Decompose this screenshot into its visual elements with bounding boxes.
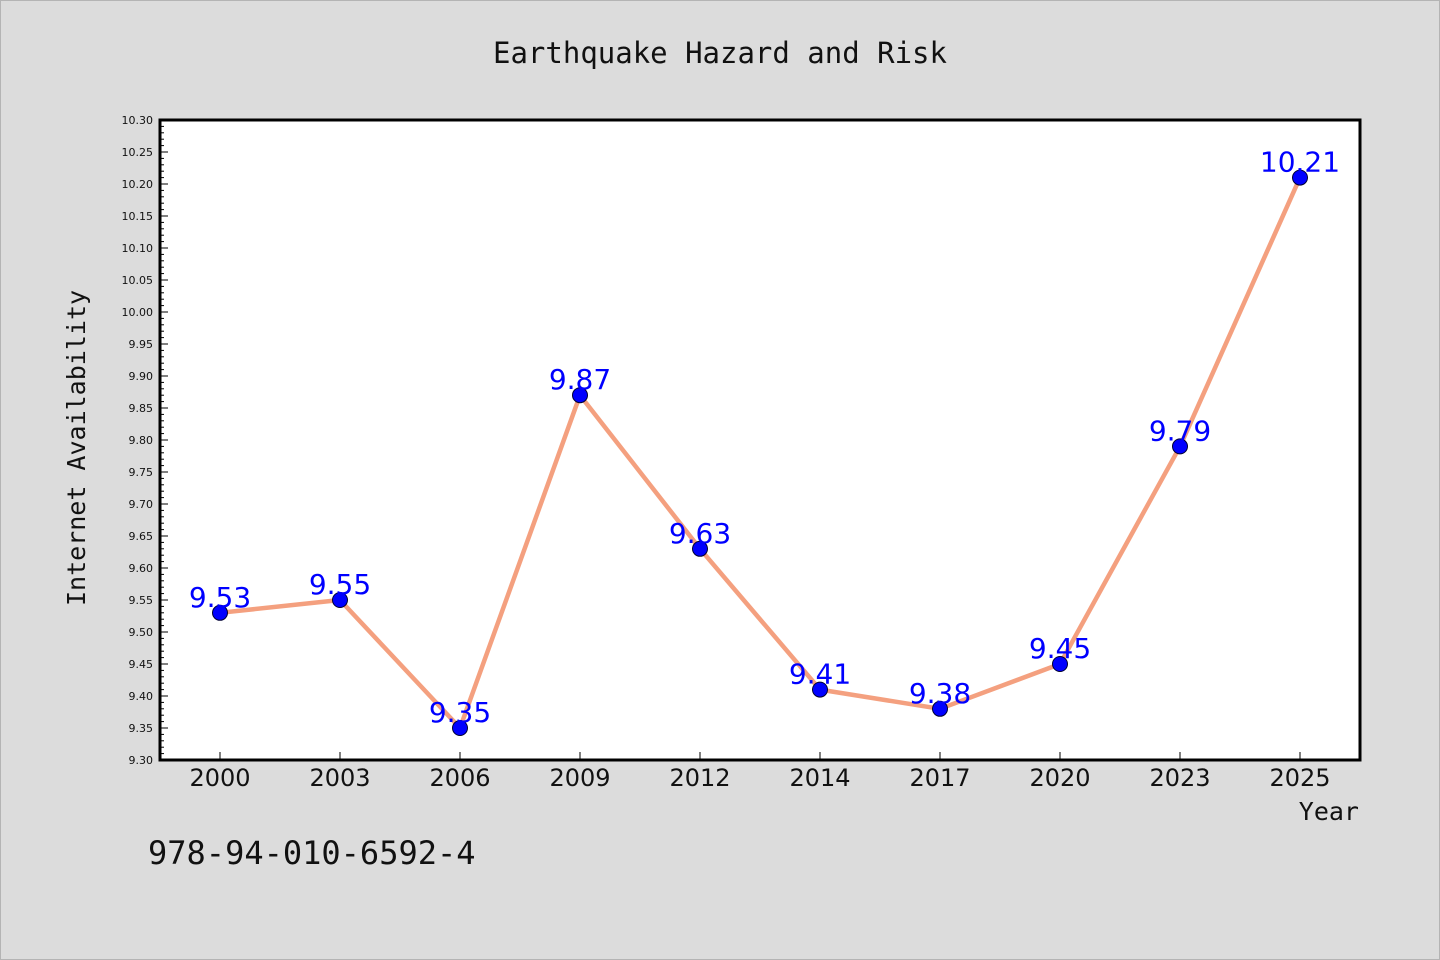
y-tick-label: 9.60 [129, 562, 154, 575]
x-axis: 2000 2003 2006 2009 2012 2014 2017 2020 2023 2025 [189, 752, 1331, 792]
y-tick-label: 9.40 [129, 690, 154, 703]
data-label: 9.53 [189, 581, 251, 614]
footnote-code: 978-94-010-6592-4 [148, 834, 476, 872]
data-point-marker [332, 592, 348, 608]
data-label: 9.45 [1029, 632, 1091, 665]
y-tick-label: 9.50 [129, 626, 154, 639]
data-point-marker [812, 681, 828, 698]
data-point-marker [212, 604, 228, 621]
chart-title: Earthquake Hazard and Risk [493, 36, 947, 70]
series-line [217, 175, 1303, 731]
data-label: 9.87 [549, 363, 611, 396]
data-label: 9.41 [789, 658, 851, 691]
data-label: 9.35 [429, 696, 491, 729]
marker-group [212, 169, 1308, 736]
data-point-marker [932, 700, 948, 717]
y-tick-label: 9.70 [129, 498, 154, 511]
data-label: 10.21 [1260, 146, 1340, 179]
data-label: 9.79 [1149, 414, 1211, 447]
y-tick-label: 9.80 [129, 434, 154, 447]
y-tick-label: 10.20 [122, 178, 154, 191]
plot-area [158, 118, 1362, 762]
y-tick-label: 10.25 [122, 146, 154, 159]
y-tick-label: 9.45 [129, 658, 154, 671]
y-tick-label: 10.05 [122, 274, 154, 287]
y-tick-label: 10.30 [122, 114, 154, 127]
y-tick-label: 10.00 [122, 306, 154, 319]
y-axis-label: Internet Availability [62, 290, 91, 606]
data-label: 9.55 [309, 568, 371, 601]
y-tick-label: 10.15 [122, 210, 154, 223]
y-tick-label: 9.85 [129, 402, 154, 415]
y-tick-label: 9.95 [129, 338, 154, 351]
data-point-marker [692, 540, 708, 557]
data-point-marker [1052, 656, 1068, 672]
y-tick-label: 9.30 [129, 754, 154, 767]
x-tick-label: 2020 [1029, 764, 1090, 792]
y-tick-label: 9.35 [129, 722, 154, 735]
y-tick-label: 9.90 [129, 370, 154, 383]
y-axis: 9.30 9.35 9.40 9.45 9.50 9.55 9.60 9.65 9.70 9.75… [122, 114, 168, 767]
series-line-group [217, 175, 1303, 731]
x-tick-label: 2000 [189, 764, 250, 792]
y-tick-label: 9.75 [129, 466, 154, 479]
data-label: 9.38 [909, 677, 971, 710]
y-tick-label: 9.65 [129, 530, 154, 543]
data-point-marker [452, 720, 468, 736]
x-tick-label: 2009 [549, 764, 610, 792]
data-point-marker [1292, 169, 1308, 186]
y-tick-label: 9.55 [129, 594, 154, 607]
data-label: 9.63 [669, 517, 731, 550]
data-point-marker [572, 387, 588, 404]
x-tick-label: 2012 [669, 764, 730, 792]
x-tick-label: 2023 [1149, 764, 1210, 792]
x-tick-label: 2017 [909, 764, 970, 792]
x-axis-label: Year [1299, 797, 1359, 826]
x-tick-label: 2014 [789, 764, 850, 792]
data-label-group: 9.53 9.55 9.35 9.87 9.63 9.41 9.38 9.45 9.79 10.2… [189, 146, 1340, 729]
data-point-marker [1172, 438, 1188, 455]
y-tick-label: 10.10 [122, 242, 154, 255]
x-tick-label: 2006 [429, 764, 490, 792]
x-tick-label: 2025 [1269, 764, 1330, 792]
x-tick-label: 2003 [309, 764, 370, 792]
